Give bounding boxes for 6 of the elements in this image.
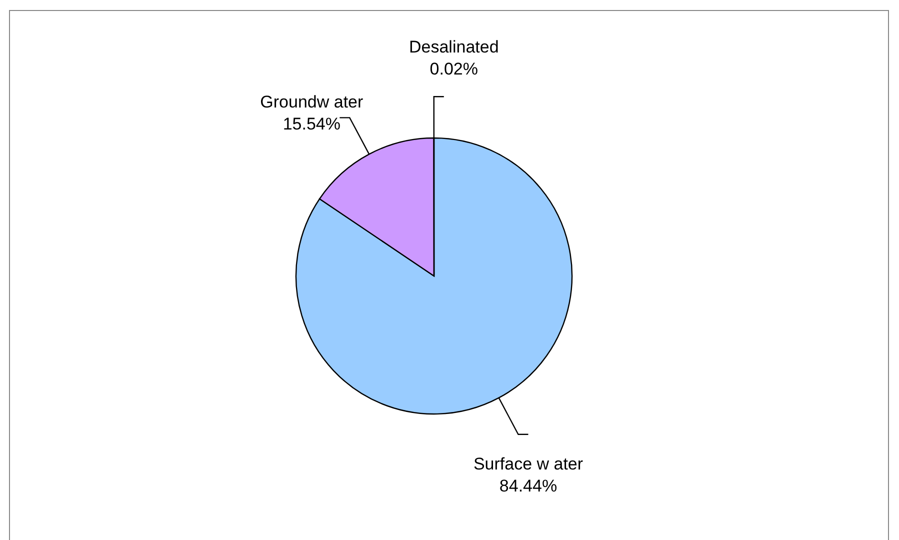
slice-label: Surface w ater (473, 454, 584, 474)
data-label: 15.54% (282, 114, 340, 134)
slice-label: Desalinated (408, 38, 499, 57)
data-label: 84.44% (499, 476, 558, 496)
slice-label: Groundw ater (260, 92, 364, 112)
data-label: 0.02% (430, 60, 478, 79)
